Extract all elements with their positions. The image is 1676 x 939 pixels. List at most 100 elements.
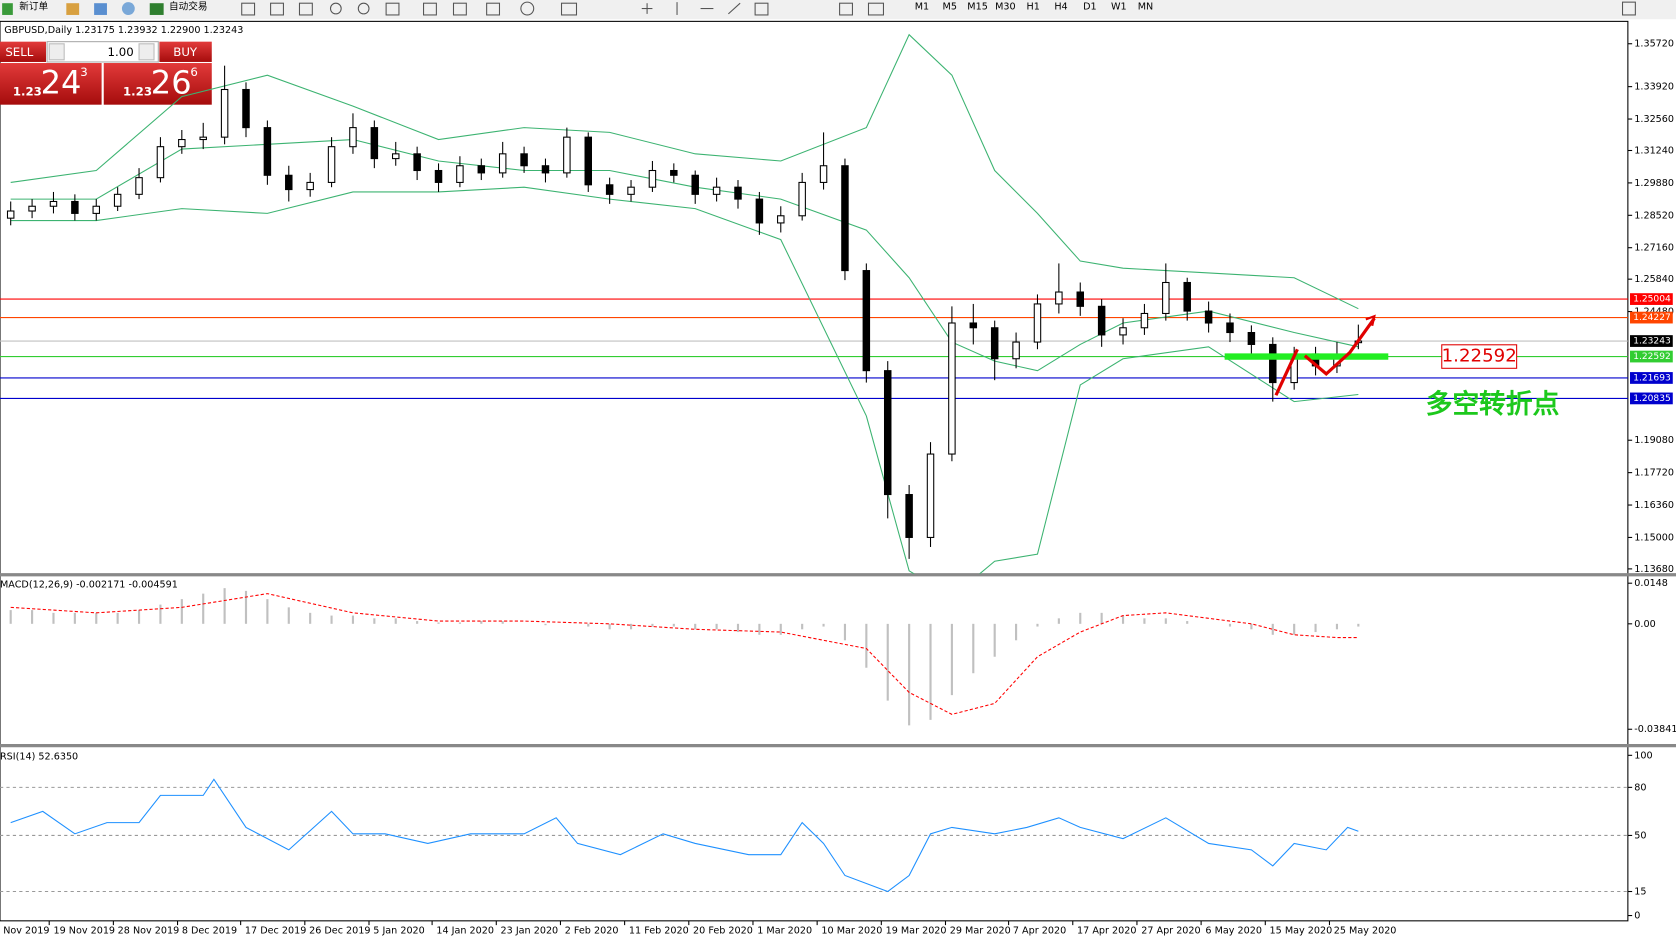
x-tick-label: 7 Apr 2020 — [1013, 925, 1066, 936]
timeframe-button[interactable]: D1 — [1083, 1, 1097, 12]
x-tick-label: 17 Apr 2020 — [1077, 925, 1136, 936]
sell-button[interactable] — [0, 41, 46, 62]
annotation-box — [1441, 344, 1518, 369]
buy-button[interactable] — [159, 41, 212, 62]
price-level-label: 1.25004 — [1633, 295, 1671, 305]
timeframe-bar: M1 M5 M15 M30 H1 H4 D1 W1 MN — [915, 1, 1153, 12]
y-tick-label: 1.15000 — [1634, 532, 1674, 543]
x-tick-label: 15 May 2020 — [1270, 925, 1333, 936]
toolbar-icon[interactable] — [121, 2, 135, 15]
candle-body — [1012, 341, 1020, 360]
bollinger-band — [10, 186, 1359, 574]
y-tick-label: 0.0148 — [1634, 578, 1668, 589]
price-level-label: 1.22592 — [1633, 352, 1671, 362]
new-order-button[interactable]: 新订单 — [19, 0, 48, 12]
x-tick-label: 27 Apr 2020 — [1141, 925, 1200, 936]
y-tick-label: 1.17720 — [1634, 468, 1674, 479]
x-tick-label: 29 Mar 2020 — [950, 925, 1011, 936]
trade-panel: SELL 1.00 BUY 1.23 24 3 1.23 26 6 — [0, 41, 212, 105]
candle-body — [349, 127, 357, 148]
y-tick-label: 1.35720 — [1634, 39, 1674, 50]
candle-body — [990, 327, 999, 360]
bid-prefix: 1.23 — [13, 84, 42, 98]
bid-box[interactable] — [0, 63, 102, 105]
candle-body — [220, 88, 229, 138]
x-tick-label: 26 Dec 2019 — [309, 925, 370, 936]
toolbar-icon[interactable] — [66, 3, 80, 15]
candle-body — [563, 136, 571, 174]
x-tick-label: 2 Feb 2020 — [565, 925, 619, 936]
x-tick-label: 5 Jan 2020 — [373, 925, 425, 936]
candle-body — [798, 181, 806, 217]
x-tick-label: 6 May 2020 — [1205, 925, 1262, 936]
price-level-label: 1.21693 — [1633, 373, 1671, 383]
candle-body — [199, 136, 207, 141]
y-tick-label: 100 — [1634, 750, 1652, 761]
lot-value[interactable]: 1.00 — [108, 45, 134, 59]
timeframe-button[interactable]: MN — [1138, 1, 1153, 12]
lot-down[interactable] — [48, 43, 65, 61]
ask-small: 6 — [190, 65, 197, 79]
candle-body — [434, 169, 443, 183]
price-level-tag — [1630, 372, 1673, 384]
y-tick-label: 1.29880 — [1634, 178, 1674, 189]
buy-label[interactable]: BUY — [173, 45, 198, 59]
candle-body — [1204, 310, 1213, 324]
timeframe-button[interactable]: M15 — [967, 1, 988, 12]
x-tick-label: 11 Feb 2020 — [629, 925, 689, 936]
x-tick-label: 17 Dec 2019 — [245, 925, 306, 936]
lot-input[interactable] — [46, 41, 159, 63]
y-tick-label: 50 — [1634, 830, 1646, 841]
rsi-title: RSI(14) 52.6350 — [0, 751, 78, 762]
timeframe-button[interactable]: H4 — [1054, 1, 1067, 12]
annotation-price: 1.22592 — [1442, 346, 1517, 367]
candle-body — [178, 139, 186, 148]
y-tick-label: -0.038415 — [1634, 724, 1676, 735]
candle-body — [1119, 327, 1127, 336]
candle-body — [648, 169, 657, 188]
price-level-tag — [1630, 392, 1673, 405]
sell-label[interactable]: SELL — [5, 45, 33, 59]
y-tick-label: 80 — [1634, 782, 1646, 793]
auto-trading-button[interactable]: 自动交易 — [169, 0, 207, 12]
candle-body — [498, 153, 507, 174]
candle-body — [1247, 331, 1256, 345]
macd-title: MACD(12,26,9) -0.002171 -0.004591 — [0, 579, 178, 590]
lot-up[interactable] — [138, 43, 155, 61]
toolbar-icon[interactable] — [94, 3, 107, 15]
candle-body — [1269, 343, 1277, 384]
candle-body — [926, 453, 935, 538]
candle-body — [883, 370, 892, 496]
y-tick-label: 1.31240 — [1634, 145, 1674, 156]
timeframe-button[interactable]: M30 — [995, 1, 1016, 12]
timeframe-button[interactable]: W1 — [1111, 1, 1127, 12]
x-tick-label: 25 May 2020 — [1334, 925, 1397, 936]
y-tick-label: 1.16360 — [1634, 500, 1674, 511]
drawing-tools[interactable] — [241, 1, 1636, 16]
auto-trading-icon[interactable] — [149, 3, 164, 15]
candle-body — [862, 270, 871, 372]
candle-body — [156, 146, 165, 179]
candle-body — [1162, 281, 1170, 315]
y-tick-label: 1.33920 — [1634, 82, 1674, 93]
x-tick-label: 8 Dec 2019 — [182, 925, 237, 936]
candle-body — [1076, 291, 1084, 307]
candle-body — [1033, 303, 1042, 343]
timeframe-button[interactable]: M5 — [943, 1, 957, 12]
timeframe-button[interactable]: H1 — [1027, 1, 1040, 12]
candle-body — [327, 146, 336, 183]
x-tick-label: 19 Mar 2020 — [886, 925, 947, 936]
new-order-icon[interactable] — [2, 3, 13, 15]
candle-body — [135, 177, 143, 195]
candle-body — [1183, 281, 1191, 312]
candle-body — [477, 165, 486, 174]
timeframe-button[interactable]: M1 — [915, 1, 929, 12]
plot-layer: 1.35720 1.33920 1.32560 1.31240 1.29880 1.285… — [0, 33, 1676, 936]
candle-body — [285, 174, 293, 191]
bid-big: 24 — [41, 63, 82, 101]
candle-body — [242, 88, 250, 129]
ask-box[interactable] — [103, 63, 212, 105]
y-tick-label: 15 — [1634, 887, 1646, 898]
candle-body — [734, 186, 742, 200]
y-tick-label: 0 — [1634, 911, 1640, 922]
